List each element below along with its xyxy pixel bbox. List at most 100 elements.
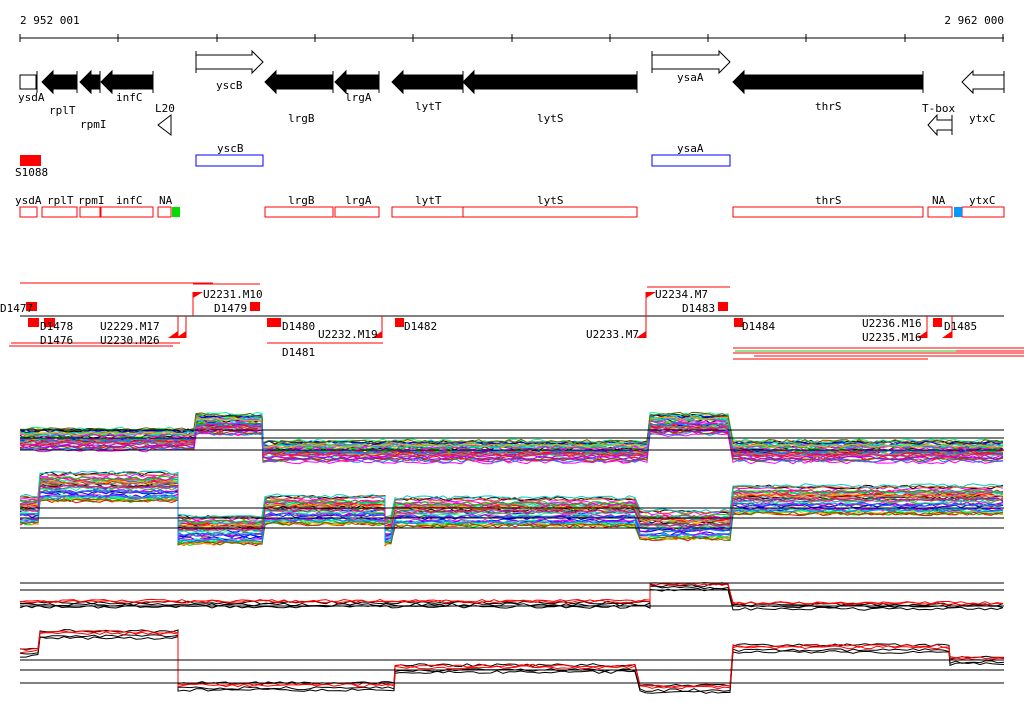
predicted-region-box bbox=[651, 154, 731, 167]
gene-label-rpmI: rpmI bbox=[80, 118, 107, 131]
flag-icon bbox=[646, 292, 656, 298]
flag-icon bbox=[942, 331, 952, 338]
segment-label: U2233.M7 bbox=[586, 328, 639, 341]
predicted-region-label: ysaA bbox=[677, 142, 704, 155]
annotation-box bbox=[157, 206, 172, 218]
gene-track: ysdA rplT rpmI infC yscB lrgB lrgA lytT lytS ysaA… bbox=[15, 49, 1005, 218]
segment-label: D1480 bbox=[282, 320, 315, 333]
gene-label-ytxC: ytxC bbox=[969, 112, 996, 125]
expression-trace bbox=[19, 416, 1004, 449]
segment-label: D1478 bbox=[40, 320, 73, 333]
segment-block bbox=[44, 318, 55, 327]
ruler-start-label: 2 952 001 bbox=[20, 14, 80, 27]
annotation-label: rplT bbox=[47, 194, 74, 207]
feature-label: T-box bbox=[922, 102, 955, 115]
segment-block bbox=[26, 302, 37, 311]
ruler-end-label: 2 962 000 bbox=[944, 14, 1004, 27]
segment-label: D1477 bbox=[0, 302, 33, 315]
expression-trace bbox=[19, 432, 1004, 465]
annotation-box bbox=[462, 206, 638, 218]
annotation-label: infC bbox=[116, 194, 143, 207]
segment-block bbox=[718, 302, 728, 311]
annotation-box bbox=[79, 206, 101, 218]
annotation-label: lrgB bbox=[288, 194, 315, 207]
gene-label-ysaA: ysaA bbox=[677, 71, 704, 84]
segment-label: D1481 bbox=[282, 346, 315, 359]
segment-block bbox=[933, 318, 942, 327]
annotation-box bbox=[264, 206, 334, 218]
gene-label-lrgB: lrgB bbox=[288, 112, 315, 125]
aggregate-trace bbox=[19, 631, 1005, 690]
gene-label-yscB: yscB bbox=[216, 79, 243, 92]
segment-label: D1482 bbox=[404, 320, 437, 333]
gene-label-infC: infC bbox=[116, 91, 143, 104]
flag-icon bbox=[193, 292, 203, 298]
gene-label-lytT: lytT bbox=[415, 100, 442, 113]
aggregate-trace bbox=[19, 629, 1005, 688]
segment-label: D1485 bbox=[944, 320, 977, 333]
expression-trace bbox=[19, 418, 1004, 451]
annotation-label: NA bbox=[932, 194, 946, 207]
gene-rplT-arrow-icon bbox=[41, 69, 78, 95]
aggregate-trace bbox=[19, 634, 1005, 693]
segment-label: D1479 bbox=[214, 302, 247, 315]
segment-label: D1476 bbox=[40, 334, 73, 347]
green-marker bbox=[172, 207, 180, 217]
annotation-box bbox=[927, 206, 953, 218]
gene-label-rplT: rplT bbox=[49, 104, 76, 117]
aggregate-trace bbox=[19, 581, 1004, 605]
gene-infC-arrow-icon bbox=[100, 69, 154, 95]
annotation-label: rpmI bbox=[78, 194, 105, 207]
aggregate-trace bbox=[20, 585, 1004, 609]
segment-label: U2232.M19 bbox=[318, 328, 378, 341]
expression-trace bbox=[19, 495, 1004, 543]
gene-ysdA-box bbox=[19, 74, 37, 90]
gene-lytS-arrow-icon bbox=[462, 69, 638, 95]
gene-label-ysdA: ysdA bbox=[18, 91, 45, 104]
segment-block bbox=[395, 318, 404, 327]
annotation-box bbox=[100, 206, 154, 218]
flag-icon bbox=[917, 331, 927, 338]
expression-trace bbox=[19, 411, 1004, 444]
sigma-site-marker bbox=[20, 155, 41, 166]
blue-marker bbox=[954, 207, 962, 217]
segment-block bbox=[28, 318, 39, 327]
expression-trace bbox=[19, 497, 1004, 546]
gene-ytxC-arrow-icon bbox=[961, 69, 1005, 95]
predicted-region-box bbox=[195, 154, 264, 167]
expression-traces bbox=[19, 411, 1005, 694]
gene-ysaA-arrow-icon bbox=[651, 49, 731, 75]
annotation-label: ysdA bbox=[15, 194, 42, 207]
aggregate-trace bbox=[19, 583, 1004, 607]
annotation-box bbox=[19, 206, 38, 218]
tbox-arrow-icon bbox=[927, 113, 953, 137]
annotation-label: NA bbox=[159, 194, 173, 207]
aggregate-trace bbox=[20, 635, 1005, 694]
segment-block bbox=[734, 318, 743, 327]
annotation-label: thrS bbox=[815, 194, 842, 207]
segment-label: U2234.M7 bbox=[655, 288, 708, 301]
flag-icon bbox=[168, 331, 178, 338]
terminator-triangle-icon bbox=[157, 113, 172, 137]
predicted-region-label: yscB bbox=[217, 142, 244, 155]
segment-label: D1483 bbox=[682, 302, 715, 315]
expression-trace bbox=[19, 425, 1004, 458]
gene-label-lrgA: lrgA bbox=[345, 91, 372, 104]
segment-block bbox=[267, 318, 281, 327]
gene-label-lytS: lytS bbox=[537, 112, 564, 125]
annotation-label: lytT bbox=[415, 194, 442, 207]
flag-icon bbox=[372, 331, 382, 338]
aggregate-trace bbox=[19, 582, 1004, 606]
annotation-box bbox=[334, 206, 380, 218]
annotation-box bbox=[732, 206, 924, 218]
sigma-site-label: S1088 bbox=[15, 166, 48, 179]
gene-lytT-arrow-icon bbox=[391, 69, 464, 95]
gene-thrS-arrow-icon bbox=[732, 69, 924, 95]
segment-label: U2235.M16 bbox=[862, 331, 922, 344]
gene-rpmI-arrow-icon bbox=[79, 69, 101, 95]
flag-icon bbox=[176, 331, 186, 338]
segment-label: U2231.M10 bbox=[203, 288, 263, 301]
